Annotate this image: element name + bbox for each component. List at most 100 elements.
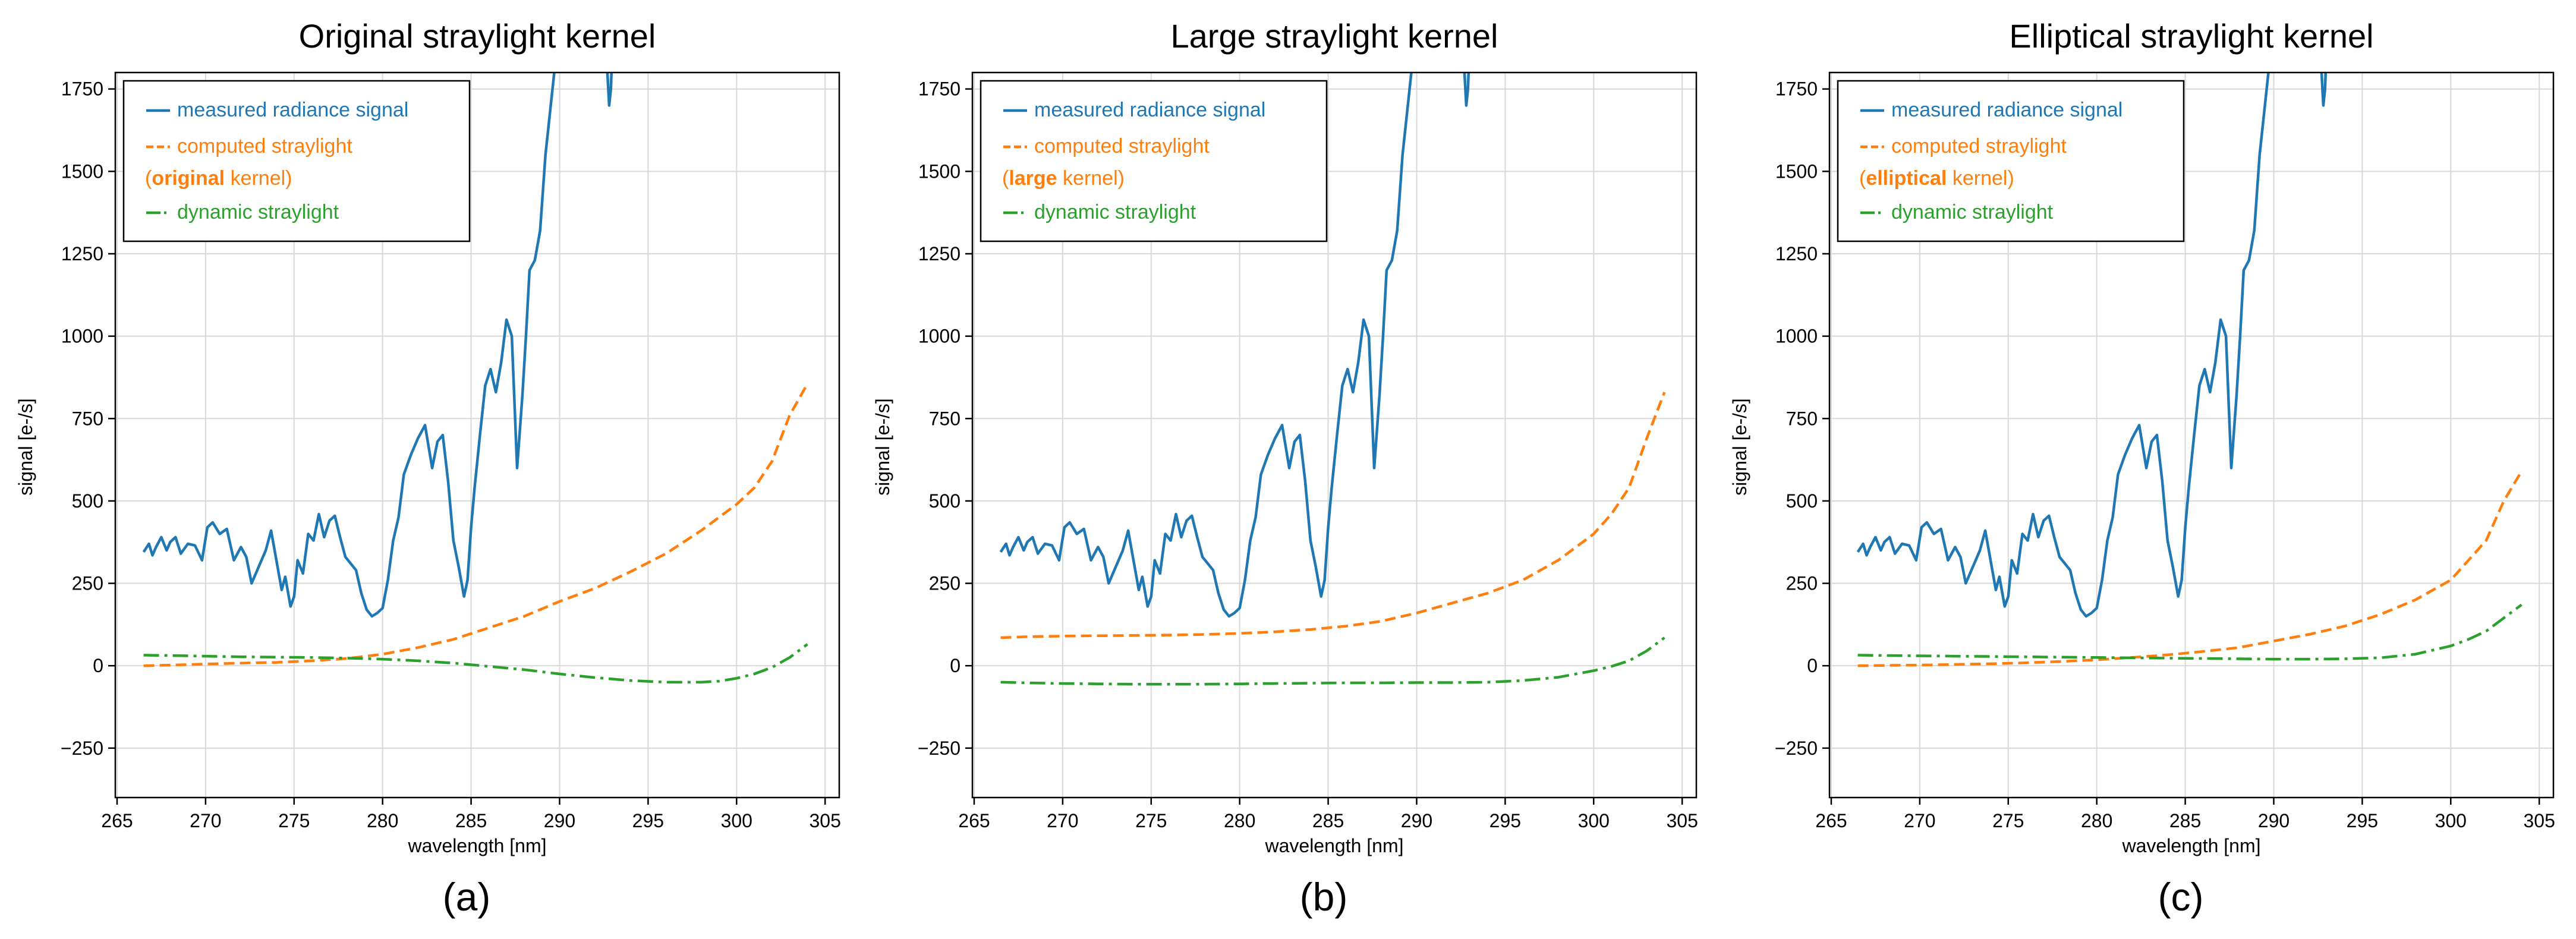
x-tick-label: 290 — [544, 810, 575, 831]
legend-label-3: dynamic straylight — [177, 201, 339, 223]
series-line-1 — [142, 73, 613, 618]
axes-frame — [114, 71, 840, 799]
y-tick-label: 750 — [1786, 408, 1818, 429]
x-tick-label: 305 — [809, 810, 840, 831]
x-tick-label: 305 — [2523, 810, 2555, 831]
chart-title: Large straylight kernel — [1171, 17, 1498, 55]
x-tick-label: 300 — [721, 810, 752, 831]
x-tick-label: 275 — [1135, 810, 1167, 831]
legend-label-3: dynamic straylight — [1891, 201, 2054, 223]
chart-title: Elliptical straylight kernel — [2009, 17, 2373, 55]
legend-label-2: computed straylight — [177, 135, 352, 157]
y-tick-label: 1000 — [1775, 326, 1818, 347]
panel-caption: (b) — [1300, 875, 1348, 919]
x-tick-label: 305 — [1666, 810, 1698, 831]
chart-title: Original straylight kernel — [299, 17, 656, 55]
plot-area — [999, 73, 1666, 686]
y-tick-label: 750 — [929, 408, 961, 429]
y-tick-label: 250 — [929, 573, 961, 594]
x-tick-label: 265 — [958, 810, 990, 831]
y-tick-label: −250 — [918, 738, 961, 759]
y-tick-label: 1750 — [918, 78, 961, 100]
x-tick-label: 275 — [278, 810, 310, 831]
y-tick-label: 250 — [1786, 573, 1818, 594]
series-line-2 — [143, 383, 809, 667]
legend-box — [980, 80, 1328, 242]
x-tick-label: 285 — [2169, 810, 2201, 831]
chart-panel-3: Elliptical straylight kernel 265 270 275 280… — [1729, 17, 2555, 919]
axes-frame — [971, 71, 1698, 799]
series-line-1 — [999, 73, 1470, 618]
legend-label-1: measured radiance signal — [177, 99, 408, 121]
y-tick-label: −250 — [61, 738, 103, 759]
x-tick-label: 295 — [2347, 810, 2378, 831]
y-tick-label: 500 — [929, 490, 961, 512]
grid — [115, 73, 839, 798]
legend-label-kernel: (large kernel) — [1002, 167, 1125, 190]
y-tick-label: 1500 — [61, 160, 103, 182]
y-tick-label: 1250 — [1775, 243, 1818, 264]
x-tick-label: 280 — [367, 810, 398, 831]
x-tick-label: 295 — [1489, 810, 1521, 831]
x-tick-label: 265 — [101, 810, 133, 831]
y-tick-label: 1500 — [918, 160, 961, 182]
legend-box — [1837, 80, 2185, 242]
y-tick-label: 0 — [1807, 655, 1818, 676]
x-tick-label: 295 — [632, 810, 664, 831]
legend-label-2: computed straylight — [1891, 135, 2067, 157]
grid — [1829, 73, 2553, 798]
panel-caption: (a) — [443, 875, 491, 919]
y-tick-label: 250 — [72, 573, 103, 594]
y-tick-label: 500 — [1786, 490, 1818, 512]
legend-label-3: dynamic straylight — [1034, 201, 1196, 223]
x-tick-label: 265 — [1815, 810, 1847, 831]
chart-panel-2: Large straylight kernel 265 270 275 280 285 29… — [872, 17, 1698, 919]
y-tick-label: 1000 — [61, 326, 103, 347]
series-line-2 — [1857, 470, 2523, 667]
series-line-3 — [1857, 603, 2523, 661]
legend: measured radiance signal computed strayli… — [1837, 80, 2185, 242]
y-tick-label: 0 — [93, 655, 103, 676]
legend-label-kernel: (original kernel) — [145, 167, 292, 190]
axes-frame — [1828, 71, 2555, 799]
x-tick-label: 280 — [1224, 810, 1255, 831]
y-tick-label: 1750 — [61, 78, 103, 100]
series-line-3 — [143, 643, 808, 684]
x-tick-label: 280 — [2081, 810, 2112, 831]
x-axis-label: wavelength [nm] — [1264, 835, 1403, 856]
x-tick-label: 270 — [190, 810, 221, 831]
x-tick-label: 270 — [1047, 810, 1078, 831]
y-tick-label: 0 — [950, 655, 961, 676]
x-tick-label: 275 — [1992, 810, 2024, 831]
series-line-2 — [1000, 392, 1666, 639]
y-tick-label: 1250 — [918, 243, 961, 264]
chart-panel-1: Original straylight kernel 265 270 275 280 28… — [15, 17, 841, 919]
legend-label-1: measured radiance signal — [1891, 99, 2122, 121]
x-tick-label: 270 — [1904, 810, 1935, 831]
y-tick-label: 500 — [72, 490, 103, 512]
legend-label-2: computed straylight — [1034, 135, 1210, 157]
y-tick-label: 1250 — [61, 243, 103, 264]
series-line-1 — [1856, 73, 2328, 618]
x-tick-label: 285 — [1312, 810, 1344, 831]
plot-area — [142, 73, 809, 684]
x-tick-label: 290 — [1401, 810, 1432, 831]
legend-box — [122, 80, 471, 242]
x-axis-label: wavelength [nm] — [407, 835, 546, 856]
y-axis-label: signal [e-/s] — [1729, 398, 1750, 496]
series-line-3 — [1000, 636, 1665, 686]
y-axis-label: signal [e-/s] — [872, 398, 893, 496]
legend: measured radiance signal computed strayli… — [980, 80, 1328, 242]
y-tick-label: 1750 — [1775, 78, 1818, 100]
y-tick-label: −250 — [1775, 738, 1818, 759]
y-tick-label: 750 — [72, 408, 103, 429]
x-axis-label: wavelength [nm] — [2121, 835, 2260, 856]
y-tick-label: 1000 — [918, 326, 961, 347]
y-axis-label: signal [e-/s] — [15, 398, 36, 496]
legend-label-kernel: (elliptical kernel) — [1859, 167, 2014, 190]
plot-area — [1856, 73, 2523, 667]
x-tick-label: 285 — [455, 810, 487, 831]
x-tick-label: 290 — [2258, 810, 2290, 831]
x-tick-label: 300 — [1578, 810, 1610, 831]
